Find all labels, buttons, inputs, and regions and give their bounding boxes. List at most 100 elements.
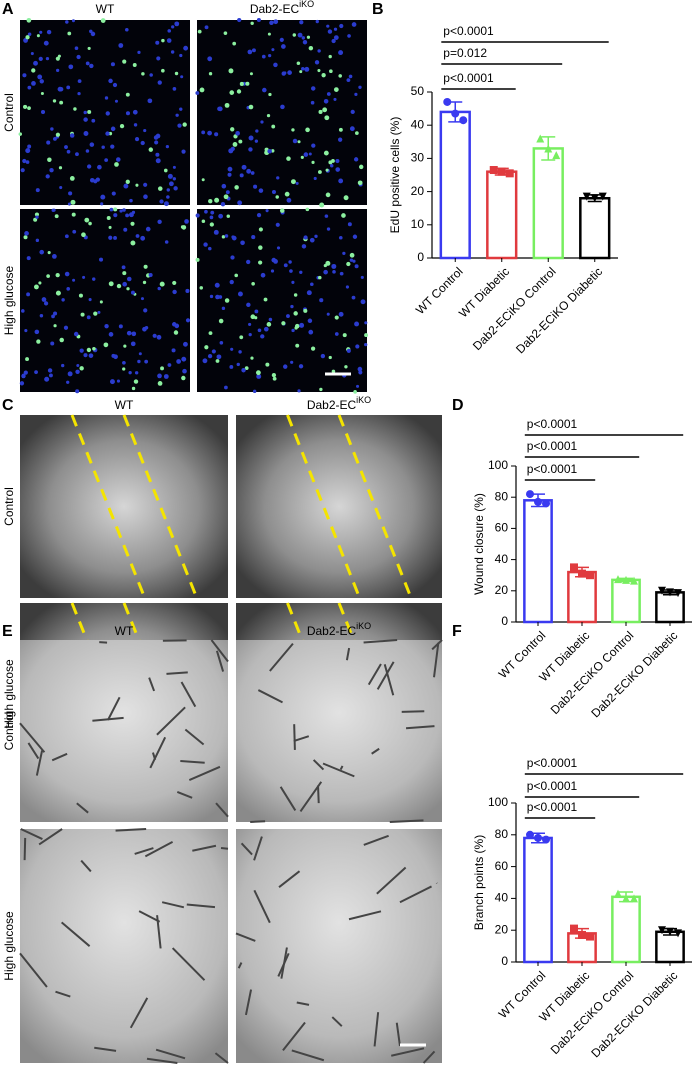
cell-dot	[182, 368, 187, 374]
cell-dot	[66, 149, 71, 154]
cell-dot	[22, 73, 27, 78]
cell-dot	[129, 198, 133, 203]
cell-dot	[110, 144, 115, 149]
cell-dot	[131, 210, 136, 215]
cell-dot	[73, 107, 77, 111]
cell-dot	[343, 195, 349, 201]
cell-dot	[331, 369, 336, 374]
cell-dot	[49, 168, 54, 173]
cell-dot	[123, 227, 128, 232]
cell-dot	[155, 40, 160, 45]
cell-dot	[23, 370, 28, 375]
cell-dot	[89, 29, 93, 34]
tube	[161, 901, 185, 909]
cell-dot	[328, 355, 332, 360]
cell-dot	[182, 122, 187, 127]
bar	[655, 591, 685, 624]
tube	[291, 1049, 325, 1062]
cell-dot	[185, 288, 190, 294]
cell-dot	[24, 231, 29, 236]
cell-dot	[267, 149, 272, 154]
cell-dot	[126, 330, 132, 336]
cell-dot	[326, 227, 331, 231]
cell-dot	[223, 31, 228, 35]
tube	[27, 742, 40, 760]
cell-dot	[175, 113, 179, 117]
panel-letter: E	[2, 623, 13, 640]
tube	[293, 724, 296, 750]
cell-dot	[116, 379, 121, 383]
cell-dot	[281, 321, 286, 326]
cell-dot	[283, 364, 288, 369]
significance-label: p<0.0001	[527, 439, 578, 453]
cell-dot	[90, 31, 96, 37]
cell-dot	[292, 33, 296, 37]
cell-dot	[275, 222, 280, 227]
tube	[317, 785, 320, 804]
cell-dot	[241, 164, 247, 170]
tube	[253, 889, 271, 924]
tube	[433, 642, 440, 678]
cell-dot	[81, 232, 86, 238]
column-label-text: WT	[115, 624, 134, 638]
data-point	[542, 835, 550, 844]
data-point	[614, 889, 622, 898]
row-label: Control	[2, 712, 16, 751]
cell-dot	[357, 180, 363, 186]
cell-dot	[41, 297, 47, 302]
cell-dot	[125, 27, 129, 32]
cell-dot	[306, 35, 311, 39]
y-tick-label: 80	[495, 827, 509, 841]
bar	[439, 110, 471, 260]
tube	[186, 903, 216, 909]
tube	[348, 910, 382, 921]
y-tick-label: 40	[411, 117, 425, 131]
cell-dot	[256, 213, 262, 218]
cell-dot	[143, 264, 148, 269]
cell-dot	[83, 117, 88, 122]
tube	[215, 650, 225, 672]
cell-dot	[179, 107, 183, 111]
cell-dot	[338, 127, 343, 132]
cell-dot	[320, 353, 326, 359]
cell-dot	[134, 371, 139, 375]
cell-dot	[238, 139, 243, 144]
cell-dot	[64, 145, 68, 149]
cell-dot	[283, 263, 288, 268]
cell-dot	[266, 114, 271, 118]
cell-dot	[27, 106, 31, 110]
data-point	[658, 586, 666, 595]
cell-dot	[181, 375, 186, 381]
cell-dot	[247, 49, 253, 55]
cell-dot	[68, 64, 74, 70]
cell-dot	[104, 96, 109, 100]
cell-dot	[306, 290, 312, 296]
tube	[240, 842, 253, 856]
cell-dot	[288, 260, 292, 264]
cell-dot	[177, 123, 182, 128]
cell-dot	[359, 164, 364, 170]
cell-dot	[122, 271, 127, 276]
cell-dot	[325, 260, 331, 266]
cell-dot	[353, 157, 359, 162]
cell-dot	[112, 82, 118, 88]
cell-dot	[297, 32, 303, 38]
cell-dot	[43, 40, 49, 46]
cell-dot	[208, 72, 213, 76]
cell-dot	[119, 209, 123, 213]
cell-dot	[53, 137, 57, 141]
cell-dot	[159, 199, 164, 204]
cell-dot	[246, 168, 252, 174]
cell-dot	[364, 342, 368, 347]
cell-dot	[215, 294, 220, 300]
tube	[214, 1052, 229, 1064]
cell-dot	[157, 373, 162, 379]
cell-dot	[360, 275, 364, 279]
data-point	[459, 116, 468, 125]
cell-dot	[298, 364, 304, 369]
tube	[19, 952, 48, 988]
y-tick-label: 50	[411, 84, 425, 98]
y-tick-label: 100	[488, 458, 508, 472]
cell-dot	[346, 348, 351, 353]
